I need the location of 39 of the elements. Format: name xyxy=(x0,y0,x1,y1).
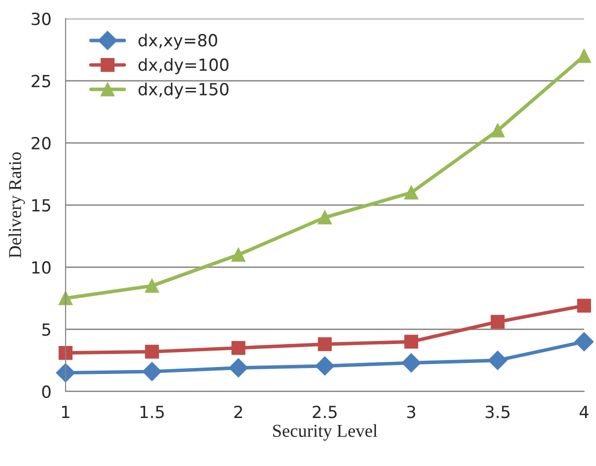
point xyxy=(145,278,159,293)
point xyxy=(145,344,159,359)
point xyxy=(577,48,592,63)
point xyxy=(404,334,418,349)
y-tick-label: 5 xyxy=(42,323,50,336)
point xyxy=(56,363,76,382)
point xyxy=(404,186,418,200)
point xyxy=(231,341,246,355)
x-tick-label: 1.5 xyxy=(140,406,164,418)
x-tick-label: 1 xyxy=(62,406,70,418)
legend-label: dx,dy=100 xyxy=(138,58,228,74)
point xyxy=(231,248,246,262)
point xyxy=(574,332,594,352)
point xyxy=(402,353,421,372)
x-axis-title: Security Level xyxy=(273,424,378,441)
y-tick-label: 0 xyxy=(42,385,51,398)
point xyxy=(142,362,162,382)
legend-label: dx,xy=80 xyxy=(138,34,218,50)
x-tick-label: 2 xyxy=(234,406,242,418)
point xyxy=(315,356,334,376)
y-tick-label: 20 xyxy=(32,136,51,150)
y-tick-label: 30 xyxy=(32,12,51,26)
x-tick-label: 3.5 xyxy=(486,406,510,418)
legend-label: dx,dy=150 xyxy=(138,82,228,99)
point xyxy=(318,210,332,224)
x-tick-label: 3 xyxy=(407,406,416,418)
x-tick-label: 2.5 xyxy=(312,406,337,418)
point xyxy=(318,337,332,352)
x-tick-label: 4 xyxy=(580,406,588,418)
y-tick-label: 15 xyxy=(32,199,50,212)
y-tick-label: 25 xyxy=(32,74,50,88)
point xyxy=(490,314,505,329)
point xyxy=(58,346,73,360)
y-axis-title: Delivery Ratio xyxy=(8,152,25,258)
point xyxy=(490,124,505,138)
y-tick-label: 10 xyxy=(32,261,51,274)
point xyxy=(228,358,248,378)
point xyxy=(488,350,508,370)
point xyxy=(577,298,592,313)
